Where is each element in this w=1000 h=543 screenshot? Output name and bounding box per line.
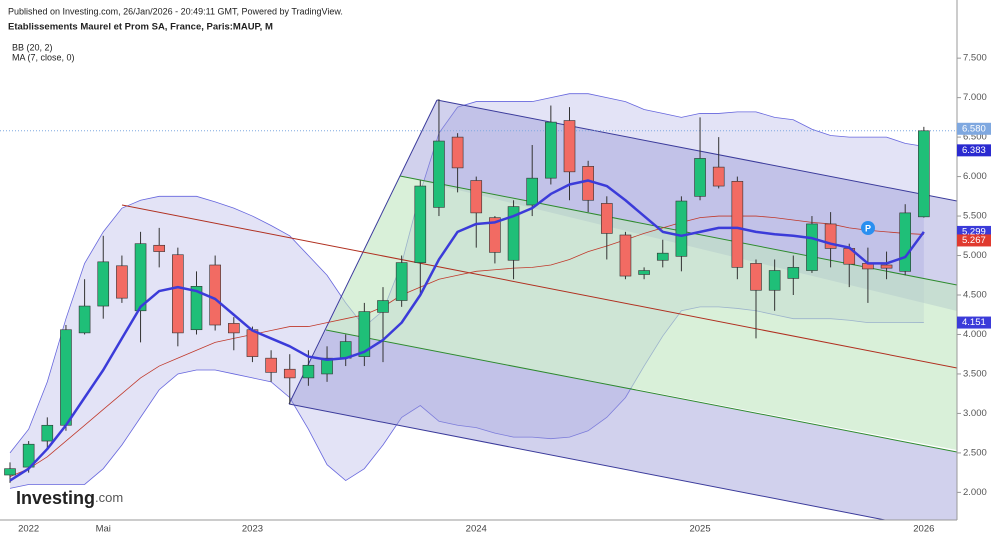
candle-body [694, 158, 706, 197]
y-tick-label: 3.500 [963, 368, 987, 379]
y-tick-label: 4.000 [963, 329, 987, 340]
price-label: 6.383 [962, 145, 986, 156]
candle-body [321, 357, 333, 375]
candle-body [638, 270, 650, 275]
y-tick-label: 2.500 [963, 447, 987, 458]
candle-body [787, 267, 800, 279]
pitchfork-middle-zone [326, 176, 957, 450]
bb-upper [9, 93, 924, 454]
candle-body [806, 223, 818, 271]
y-tick-label: 3.000 [963, 408, 987, 419]
pitchfork-line [436, 99, 957, 202]
candle-body [414, 185, 427, 263]
x-tick-label: 2024 [466, 524, 487, 535]
candle-body [116, 265, 128, 299]
logo-suffix: .com [95, 490, 123, 505]
candle-body [619, 234, 632, 277]
y-axis-area [957, 0, 1000, 538]
legend-entry: MA (7, close, 0) [12, 52, 75, 62]
candle-body [582, 166, 594, 201]
candle-body [675, 200, 688, 257]
candle-body [97, 261, 110, 307]
candle-body [731, 181, 744, 268]
y-tick-label: 5.500 [963, 211, 987, 222]
legend-entry: BB (20, 2) [12, 42, 53, 52]
price-label-box [957, 122, 991, 135]
candle-body [600, 203, 613, 234]
price-label: 4.151 [962, 317, 986, 328]
y-tick-label: 5.000 [963, 250, 987, 261]
pitchfork-line [288, 403, 888, 520]
y-tick-label: 2.000 [963, 487, 987, 498]
x-tick-label: 2023 [242, 524, 263, 535]
logo-text: Investing [16, 488, 95, 508]
candle-body [563, 120, 576, 173]
bb-basis [9, 215, 924, 477]
y-tick-label: 7.000 [963, 92, 987, 103]
pitchfork-line [325, 329, 957, 453]
candle-body [134, 243, 147, 312]
candle-body [768, 270, 781, 291]
price-label: 5.299 [962, 226, 986, 237]
candle-body [880, 264, 893, 269]
candle-body [283, 368, 296, 379]
candle-body [451, 136, 464, 169]
x-tick-label: 2026 [913, 524, 934, 535]
candle-body [507, 206, 520, 261]
price-label-box [957, 234, 991, 247]
price-label-box [957, 144, 991, 157]
candle-body [228, 323, 240, 334]
y-tick-label: 6.000 [963, 171, 987, 182]
candle-body [60, 329, 72, 426]
candle-body [824, 223, 837, 249]
x-tick-label: Mai [96, 524, 111, 535]
price-label: 5.267 [962, 235, 986, 246]
chart-title: Etablissements Maurel et Prom SA, France… [8, 22, 273, 33]
candle-body [489, 217, 501, 253]
ma-line [9, 179, 925, 482]
candle-body [302, 364, 315, 379]
candle-body [899, 212, 912, 272]
candle-body [172, 254, 184, 334]
y-tick-label: 4.500 [963, 290, 987, 301]
candle-body [190, 286, 203, 331]
price-label: 6.580 [962, 123, 986, 134]
p-icon [861, 221, 875, 235]
candle-body [377, 300, 389, 313]
candle-body [246, 329, 259, 357]
candle-body [358, 311, 371, 357]
price-label-box [957, 316, 991, 329]
candle-body [433, 140, 445, 208]
candle-body [153, 244, 165, 252]
series-layer [0, 99, 957, 483]
x-tick-label: 2025 [689, 524, 710, 535]
candle-body [78, 305, 91, 334]
published-note: Published on Investing.com, 26/Jan/2026 … [8, 6, 343, 16]
candle-body [656, 252, 669, 261]
x-tick-label: 2022 [18, 524, 39, 535]
candle-body [4, 468, 16, 476]
candle-body [265, 357, 277, 373]
y-tick-label: 7.500 [963, 53, 987, 64]
candle-body [712, 166, 725, 187]
pitchfork-median [121, 204, 957, 369]
candle-body [545, 121, 557, 179]
candle-body [209, 264, 221, 326]
y-tick-label: 6.500 [963, 132, 987, 143]
candle-body [750, 263, 762, 291]
p-icon-letter: P [865, 223, 871, 233]
candle-body [918, 130, 930, 218]
candle-body [470, 180, 483, 214]
candle-body [395, 262, 408, 301]
pitchfork-lower-zone [289, 330, 957, 520]
candle-body [526, 177, 539, 206]
logo: Investing.com [16, 488, 123, 508]
candle-body [41, 424, 54, 442]
